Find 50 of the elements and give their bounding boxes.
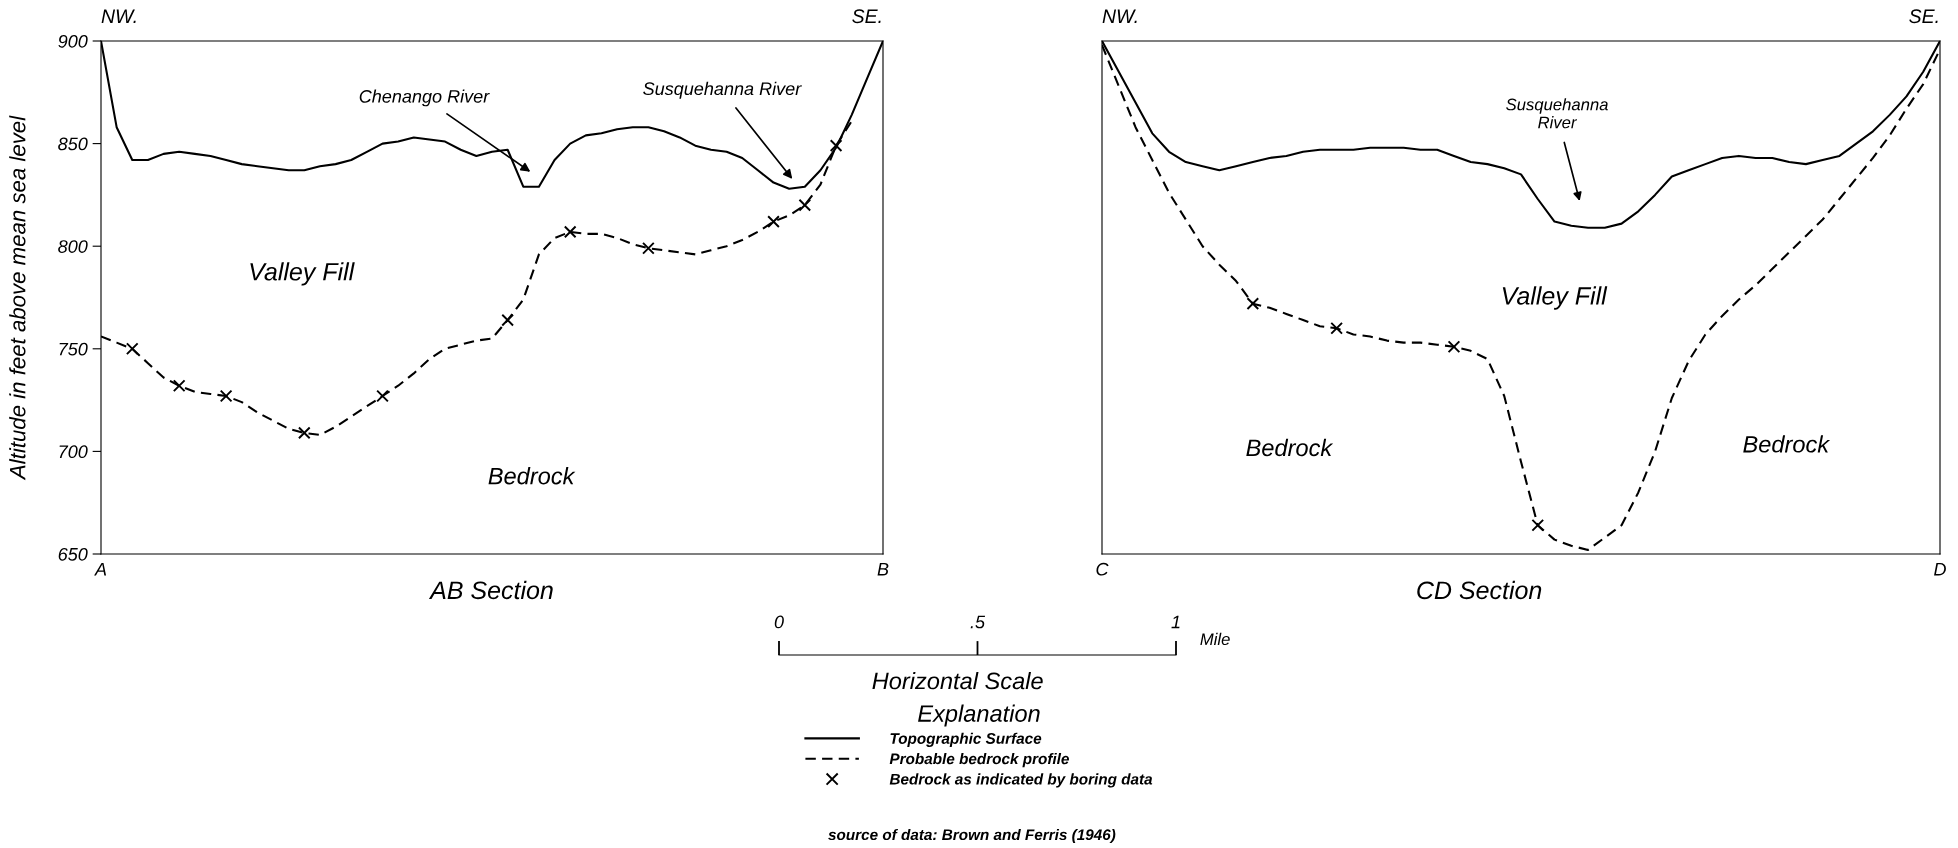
text: Mile — [1200, 632, 1230, 646]
text: SE. — [1909, 9, 1938, 24]
point — [125, 342, 139, 356]
y-tick-label: 900 — [58, 34, 88, 48]
text: SE. — [852, 9, 881, 24]
point — [1531, 518, 1545, 532]
x-tick-label: D — [1934, 563, 1946, 576]
y-tick-label: 700 — [59, 445, 88, 459]
annotation: Valley Fill — [250, 262, 355, 286]
point — [219, 389, 233, 403]
x2-tick-label: 1 — [1171, 615, 1180, 629]
annotation: Chenango River — [359, 89, 490, 107]
annotation: Bedrock — [1246, 438, 1334, 457]
x2-tick-label: .5 — [970, 615, 986, 629]
y-tick-label: 800 — [58, 240, 88, 253]
text: AB Section — [428, 580, 553, 600]
source-note: source of data: Brown and Ferris (1946) — [828, 828, 1116, 844]
y-tick-label: 750 — [59, 342, 88, 356]
point — [829, 139, 843, 152]
point — [1246, 297, 1260, 310]
x-tick-label: C — [1096, 562, 1109, 576]
x-tick-label: A — [94, 563, 107, 576]
annotation: Valley Fill — [1502, 286, 1608, 310]
point — [376, 389, 389, 403]
annotation: Bedrock — [488, 467, 576, 485]
point — [1447, 340, 1461, 354]
legend-title: Explanation — [918, 704, 1040, 727]
x2-tick-label: 0 — [774, 615, 784, 629]
annotation: Susquehanna River — [1506, 98, 1608, 129]
y-axis-title: Altitude in feet above mean sea level — [9, 115, 26, 481]
point — [297, 426, 311, 440]
point — [798, 198, 812, 212]
annotation: Susquehanna River — [643, 81, 802, 99]
point — [563, 225, 577, 239]
legend-label: Topographic Surface — [890, 732, 1042, 747]
x2-axis-title: Horizontal Scale — [872, 671, 1043, 690]
point — [501, 313, 514, 327]
text: NW. — [1102, 9, 1137, 23]
y-tick-label: 850 — [58, 137, 88, 151]
text: NW. — [101, 9, 136, 23]
text: CD Section — [1417, 580, 1542, 600]
y-tick-label: 650 — [58, 547, 88, 561]
point — [172, 379, 186, 393]
point — [767, 215, 780, 228]
legend-label: Probable bedrock profile — [889, 753, 1069, 768]
text: Bedrock as indicated by boring data — [889, 773, 1153, 788]
point — [1330, 321, 1343, 335]
x-tick-label: B — [877, 563, 889, 576]
point — [642, 241, 655, 255]
annotation: Bedrock — [1743, 435, 1831, 453]
